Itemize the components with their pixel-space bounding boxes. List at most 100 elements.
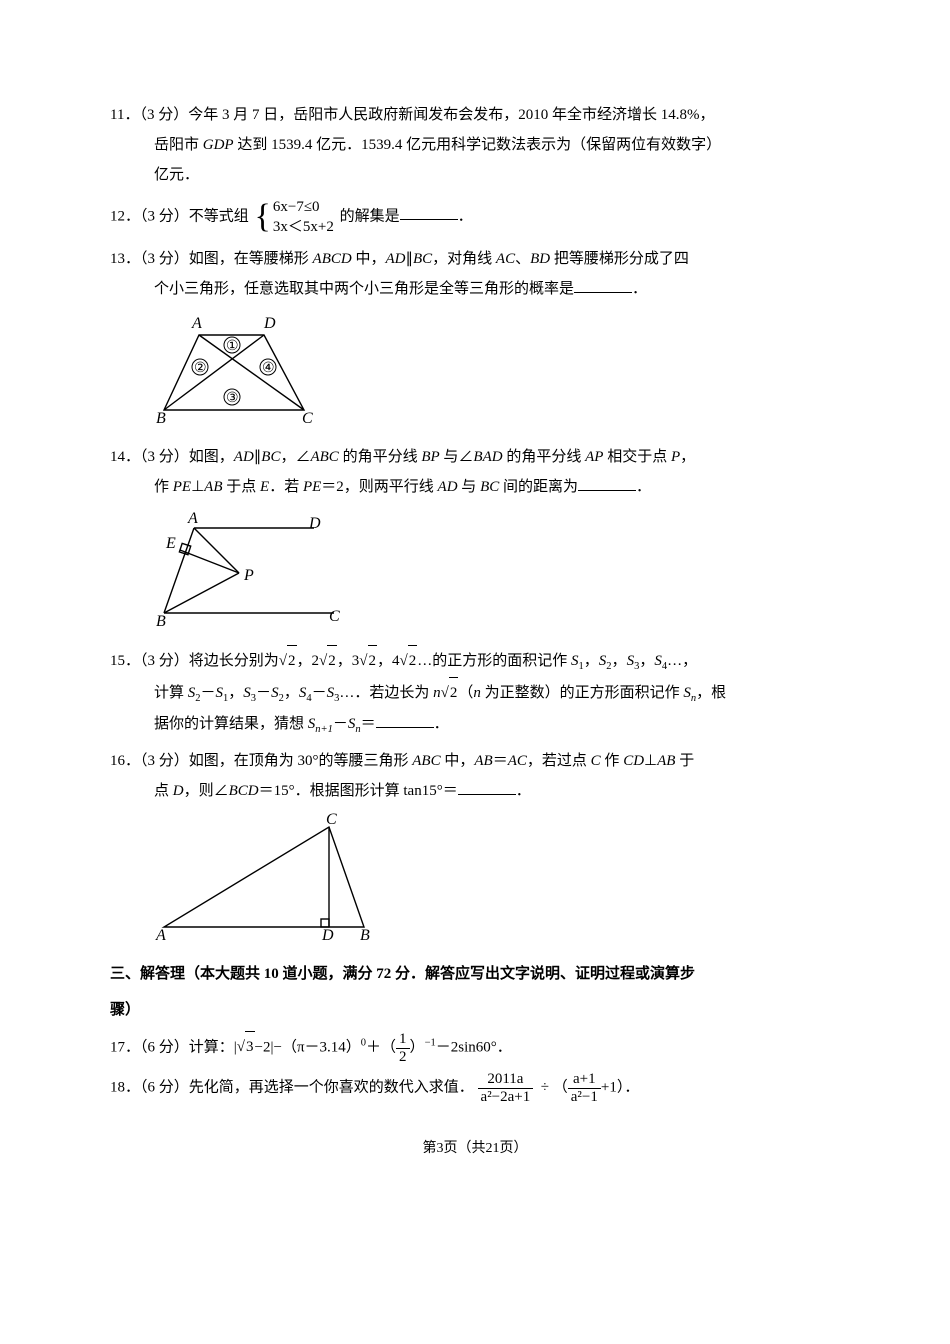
q14-f: 相交于点 bbox=[603, 449, 671, 465]
q14-e: 的角平分线 bbox=[503, 449, 586, 465]
root-icon: √2 bbox=[279, 645, 297, 676]
S1b: S bbox=[216, 685, 224, 701]
f14-B: B bbox=[156, 613, 166, 628]
q14-blank bbox=[578, 476, 636, 491]
f16-B: B bbox=[360, 927, 370, 942]
f1d: a²−2a+1 bbox=[478, 1089, 534, 1106]
r2e: 2 bbox=[449, 677, 459, 708]
q16-f: 点 bbox=[154, 783, 173, 799]
q16-D: D bbox=[173, 783, 184, 799]
c1: ， bbox=[297, 653, 312, 669]
root-icon-2: √2 bbox=[319, 645, 337, 676]
question-12: 12．（3 分）不等式组 { 6x−7≤0 3x＜5x+2 的解集是． bbox=[110, 196, 840, 238]
q13-blank bbox=[574, 278, 632, 293]
q13-end: ． bbox=[632, 281, 647, 297]
root-icon-4: √2 bbox=[400, 645, 418, 676]
q12-post: 的解集是 bbox=[340, 208, 400, 224]
m2: － bbox=[256, 685, 271, 701]
lbl-C: C bbox=[302, 410, 313, 425]
q16-prefix: 16．（3 分） bbox=[110, 753, 189, 769]
q15-g: （ bbox=[458, 685, 473, 701]
m1: － bbox=[201, 685, 216, 701]
q14-i: 于点 bbox=[223, 479, 261, 495]
section-3-title: 三、解答理（本大题共 10 道小题，满分 72 分．解答应写出文字说明、证明过程… bbox=[110, 959, 840, 989]
q15-c: …， bbox=[667, 653, 697, 669]
lbl-A: A bbox=[191, 315, 202, 332]
ineq-line2: 3x＜5x+2 bbox=[273, 218, 334, 236]
f16-D: D bbox=[321, 927, 334, 942]
q17-a: 计算：| bbox=[189, 1039, 237, 1055]
f1n: 2011a bbox=[478, 1071, 534, 1089]
root-icon-5: √2 bbox=[441, 677, 459, 708]
r2a: 2 bbox=[287, 645, 297, 676]
c3v: 3 bbox=[352, 653, 360, 669]
q14-j: ．若 bbox=[269, 479, 303, 495]
S3n: 3 bbox=[634, 661, 639, 672]
root-icon-17: √3 bbox=[237, 1031, 255, 1062]
q16-bcd: BCD bbox=[229, 783, 259, 799]
S3: S bbox=[627, 653, 635, 669]
q15-b: …的正方形的面积记作 bbox=[417, 653, 571, 669]
q16-eq: ＝ bbox=[493, 753, 508, 769]
q16-e: 于 bbox=[675, 753, 694, 769]
q13-bc: BC bbox=[413, 251, 432, 267]
sec3-t2: 骤） bbox=[110, 1002, 140, 1018]
S4: S bbox=[654, 653, 662, 669]
q16-ac: AC bbox=[508, 753, 527, 769]
q14-end: ． bbox=[636, 479, 651, 495]
q13-b: 中， bbox=[352, 251, 386, 267]
q14-h: 作 bbox=[154, 479, 173, 495]
f2n: a+1 bbox=[568, 1071, 601, 1089]
S2c: S bbox=[271, 685, 279, 701]
q14-prefix: 14．（3 分） bbox=[110, 449, 189, 465]
q14-bp: BP bbox=[421, 449, 439, 465]
q11-text-a: 今年 3 月 7 日，岳阳市人民政府新闻发布会发布，2010 年全市经济增长 1… bbox=[188, 107, 714, 123]
q18-div: ÷ bbox=[541, 1079, 549, 1095]
f14-A: A bbox=[187, 510, 198, 527]
Sn: S bbox=[683, 685, 691, 701]
q16-cd: CD bbox=[623, 753, 644, 769]
q11-text-b: 岳阳市 bbox=[154, 137, 203, 153]
q16-end: ． bbox=[516, 783, 531, 799]
q15-a: 将边长分别为 bbox=[189, 653, 279, 669]
q15-eq: ＝ bbox=[361, 716, 376, 732]
q16-g: ，则∠ bbox=[184, 783, 229, 799]
c2v: 2 bbox=[312, 653, 320, 669]
q14-pe: PE bbox=[173, 479, 191, 495]
q14-a: 如图， bbox=[189, 449, 234, 465]
figure-q14: A D B C E P bbox=[154, 508, 840, 639]
question-14: 14．（3 分）如图，AD∥BC，∠ABC 的角平分线 BP 与∠BAD 的角平… bbox=[110, 442, 840, 502]
q16-h: ＝15°．根据图形计算 tan15°＝ bbox=[259, 783, 458, 799]
ineq-line1: 6x−7≤0 bbox=[273, 198, 334, 216]
q11-line2: 岳阳市 GDP 达到 1539.4 亿元．1539.4 亿元用科学记数法表示为（… bbox=[110, 130, 840, 160]
q15-line3: 据你的计算结果，猜想 Sn+1－Sn＝． bbox=[110, 709, 840, 740]
c2c: ， bbox=[337, 653, 352, 669]
r2b: 2 bbox=[327, 645, 337, 676]
lbl-B: B bbox=[156, 410, 166, 425]
q16-abc: ABC bbox=[412, 753, 440, 769]
q13-a: 如图，在等腰梯形 bbox=[189, 251, 313, 267]
q14-bc: BC bbox=[261, 449, 280, 465]
c4v: 4 bbox=[392, 653, 400, 669]
nlbl: n bbox=[433, 685, 441, 701]
m3: － bbox=[312, 685, 327, 701]
q16-b: 中， bbox=[441, 753, 475, 769]
frac-half: 12 bbox=[396, 1031, 410, 1065]
q15-blank bbox=[376, 713, 434, 728]
q16-d: 作 bbox=[601, 753, 624, 769]
q11-text-c: 达到 1539.4 亿元．1539.4 亿元用科学记数法表示为（保留两位有效数字… bbox=[234, 137, 722, 153]
page-number: 第3页（共21页） bbox=[423, 1141, 528, 1156]
Snp1n: n+1 bbox=[315, 724, 333, 735]
f16-C: C bbox=[326, 812, 337, 828]
q14-b: ，∠ bbox=[280, 449, 310, 465]
root-icon-3: √2 bbox=[359, 645, 377, 676]
q14-m: 间的距离为 bbox=[499, 479, 578, 495]
S2cn: 2 bbox=[279, 693, 284, 704]
q14-perp: ⊥ bbox=[191, 479, 204, 495]
q17-prefix: 17．（6 分） bbox=[110, 1039, 189, 1055]
q16-perp: ⊥ bbox=[644, 753, 657, 769]
f16-A: A bbox=[155, 927, 166, 942]
frac2: a+1a²−1 bbox=[568, 1071, 601, 1105]
q14-line2: 作 PE⊥AB 于点 E．若 PE＝2，则两平行线 AD 与 BC 间的距离为． bbox=[110, 472, 840, 502]
section-3-title-2: 骤） bbox=[110, 995, 840, 1025]
